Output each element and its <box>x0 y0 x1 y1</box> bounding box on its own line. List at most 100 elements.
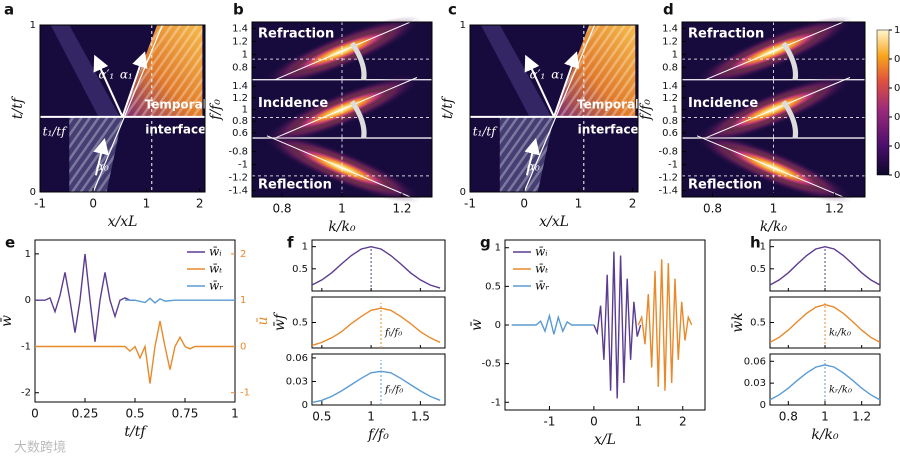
reflected-streak <box>50 25 120 117</box>
x-tick-label: 1 <box>575 197 583 211</box>
annotation: interface <box>578 123 639 137</box>
frame <box>311 296 446 349</box>
series-line <box>311 370 441 404</box>
annotation: α₁ <box>120 68 133 82</box>
dispersion-line <box>696 18 851 84</box>
dispersion-line <box>696 135 851 201</box>
x-tick-label: 2 <box>629 197 637 211</box>
y-tick-label: 0.06 <box>286 353 308 364</box>
y-tick-label: 0.8 <box>232 116 248 127</box>
y-tick-label: 0.6 <box>662 128 678 139</box>
y-tick-label: 1 <box>495 243 501 254</box>
x-tick-label: 0.5 <box>312 410 331 424</box>
y-axis-label: w̄k <box>730 312 746 332</box>
peak-label: kᵣ/k₀ <box>829 385 852 396</box>
y-axis-label: f/f₀ <box>638 99 654 121</box>
x-tick-label: -1 <box>543 415 555 429</box>
series-line <box>311 307 441 347</box>
y-tick-label: 1.2 <box>662 93 678 104</box>
y-tick-label: -1 <box>668 160 678 171</box>
x-tick-label: 1 <box>367 410 375 424</box>
window-label: Refraction <box>688 27 764 42</box>
x-axis-label: f/f₀ <box>367 427 389 443</box>
y-tick-label: 0.5 <box>750 318 766 329</box>
reflected-streak <box>480 25 552 117</box>
frame <box>469 24 639 193</box>
x-tick-label: 2 <box>196 197 204 211</box>
y-tick-label: 0 <box>460 187 466 198</box>
annotation: α₀ <box>527 159 540 173</box>
dispersion-line <box>266 135 418 201</box>
y-tick-label: -1 <box>491 397 501 408</box>
y-tick-label: 0 <box>30 187 36 198</box>
x-axis-label: x/L <box>594 432 616 448</box>
x-axis-label: k/k₀ <box>760 219 788 235</box>
y-tick-label: 0 <box>240 341 246 352</box>
series-line <box>769 245 881 286</box>
colorbar-tick-label: 0.4 <box>894 112 900 123</box>
y-tick-label: 0 <box>302 400 308 411</box>
x-tick-label: 0.25 <box>72 407 99 421</box>
y-tick-label: -0.8 <box>228 147 248 158</box>
x-tick-label: 1.2 <box>825 202 844 216</box>
y-tick-label: -0.5 <box>481 359 501 370</box>
colorbar-tick-label: 1 <box>894 25 900 36</box>
window-label: Incidence <box>688 96 758 111</box>
annotation: α₀ <box>96 159 109 173</box>
legend-label: w̄ₜ <box>209 262 222 276</box>
y-tick-label: 1.2 <box>232 36 248 47</box>
y-tick-label: 1 <box>672 49 678 60</box>
y-tick-label: 1 <box>672 105 678 116</box>
panel-letter: d <box>663 1 674 19</box>
x-tick-label: 0 <box>89 197 97 211</box>
legend-label: w̄ᵢ <box>209 245 222 259</box>
y-tick-label: 0.8 <box>662 62 678 73</box>
x-axis-label: t/tf <box>124 424 148 440</box>
annotation: interface <box>145 123 206 137</box>
x-tick-label: 0.5 <box>125 407 144 421</box>
y-tick-label: 0.5 <box>292 318 308 329</box>
series-line <box>511 312 594 335</box>
x-tick-label: 1 <box>143 197 151 211</box>
y-tick-label: -1.4 <box>658 186 678 197</box>
series-line <box>769 303 881 344</box>
y-tick-label: 1 <box>760 242 766 253</box>
x-axis-label: x/xL <box>539 214 569 230</box>
frame <box>311 239 446 292</box>
y-tick-label: 1 <box>30 20 36 31</box>
y-tick-label: 0.6 <box>232 128 248 139</box>
panel-letter: h <box>750 234 761 252</box>
x-tick-label: 1.2 <box>852 410 871 424</box>
x-axis-label: k/k₀ <box>811 427 839 443</box>
y-tick-label: 0.8 <box>232 62 248 73</box>
x-axis-label: k/k₀ <box>328 219 356 235</box>
frame <box>34 239 236 403</box>
y-tick-label: 2 <box>240 249 246 260</box>
y-tick-label: 0.5 <box>292 264 308 275</box>
y-axis-label: t/tf <box>10 95 26 119</box>
peak-label: fᵣ/f₀ <box>384 385 403 396</box>
frame <box>39 24 206 193</box>
arrow <box>93 54 124 118</box>
y-axis-label: t/tf <box>440 95 456 119</box>
annotation: α′₁ <box>530 68 546 82</box>
panel-letter: e <box>5 234 15 252</box>
y-axis-label: ū <box>255 316 271 325</box>
colorbar-tick-label: 0 <box>894 170 900 181</box>
transmitted-stripes <box>554 25 636 117</box>
y-tick-label: -1 <box>240 388 250 399</box>
x-tick-label: 1 <box>338 202 346 216</box>
x-tick-label: 0 <box>590 415 598 429</box>
colorbar-tick-label: 0.6 <box>894 83 900 94</box>
y-tick-label: 0.5 <box>750 264 766 275</box>
x-tick-label: 1.2 <box>392 202 411 216</box>
arrow <box>121 51 148 118</box>
y-tick-label: 1 <box>460 20 466 31</box>
y-tick-label: 0 <box>495 320 501 331</box>
window-label: Incidence <box>258 96 328 111</box>
y-tick-label: 1.2 <box>662 36 678 47</box>
y-tick-label: 1 <box>240 295 246 306</box>
series-line <box>593 251 642 399</box>
trajectory <box>92 24 163 193</box>
y-tick-label: 0.03 <box>744 378 766 389</box>
